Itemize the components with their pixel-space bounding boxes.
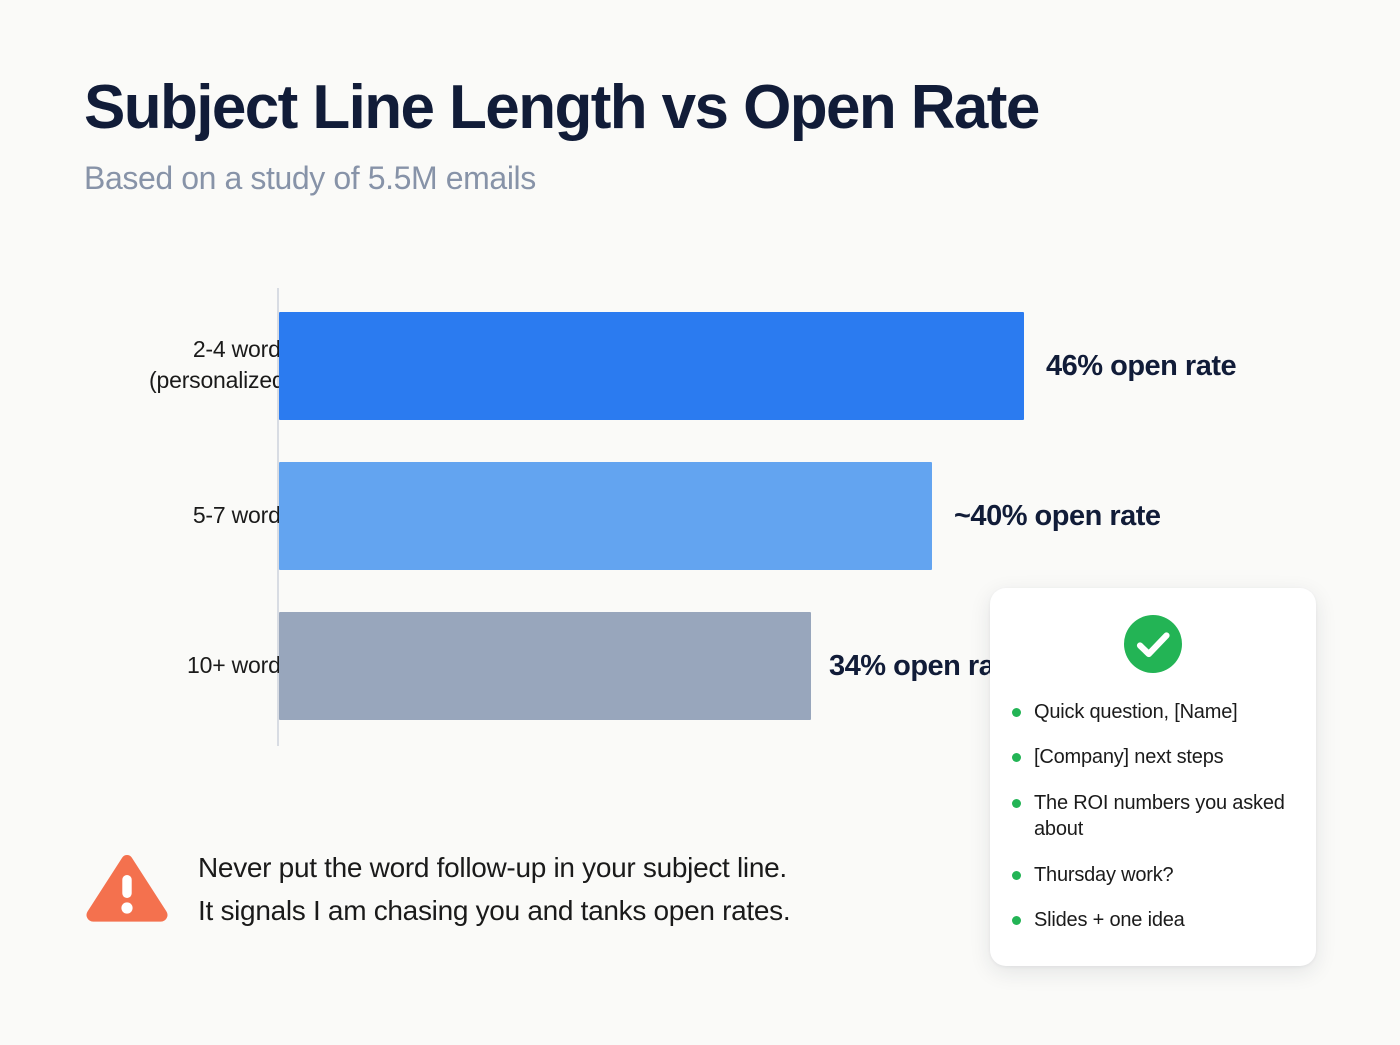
bullet-dot-icon [1012,708,1021,717]
bullet-dot-icon [1012,798,1021,808]
bar-category-label-line2: (personalized) [149,367,292,394]
warning-triangle-icon [84,852,170,931]
bullet-dot-icon [1012,915,1021,925]
bar-rect [279,612,811,720]
bar-value-label: 46% open rate [1046,350,1237,382]
good-examples-card: Quick question, [Name] [Company] next st… [990,588,1316,966]
examples-list: Quick question, [Name] [Company] next st… [1012,699,1294,933]
bar-rect [279,312,1024,420]
chart-axis-line [277,288,279,746]
bar-category-label: 5-7 words [0,500,292,531]
bar-category-label-line1: 5-7 words [192,502,292,528]
bar-chart: 2-4 words (personalized) 46% open rate 5… [84,288,1244,758]
bar-category-label-line1: 2-4 words [192,336,292,362]
check-circle-icon [1123,614,1183,679]
example-text: Slides + one idea [1034,908,1185,931]
warning-text-line2: It signals I am chasing you and tanks op… [198,895,791,927]
warning-text-line1: Never put the word follow-up in your sub… [198,852,787,883]
bar-category-label: 2-4 words (personalized) [0,334,292,396]
example-text: The ROI numbers you asked about [1034,791,1285,841]
bar-category-label: 10+ words [0,650,292,681]
header: Subject Line Length vs Open Rate Based o… [84,76,1324,196]
bar-rect [279,462,932,570]
bar-value-label: 34% open rate [829,650,1020,682]
bullet-dot-icon [1012,753,1021,763]
warning-note: Never put the word follow-up in your sub… [84,846,934,933]
check-badge-wrapper [1012,614,1294,679]
example-text: Quick question, [Name] [1034,701,1238,723]
bar-value-label: ~40% open rate [954,500,1161,532]
list-item: The ROI numbers you asked about [1012,790,1294,843]
list-item: [Company] next steps [1012,744,1294,770]
list-item: Quick question, [Name] [1012,699,1294,725]
example-text: [Company] next steps [1034,746,1224,769]
bar-category-label-line1: 10+ words [187,652,292,678]
page-title: Subject Line Length vs Open Rate [84,73,1040,142]
page-subtitle: Based on a study of 5.5M emails [84,160,536,197]
example-text: Thursday work? [1034,863,1174,886]
warning-text: Never put the word follow-up in your sub… [198,846,791,933]
list-item: Thursday work? [1012,862,1294,888]
bullet-dot-icon [1012,870,1021,880]
list-item: Slides + one idea [1012,907,1294,933]
